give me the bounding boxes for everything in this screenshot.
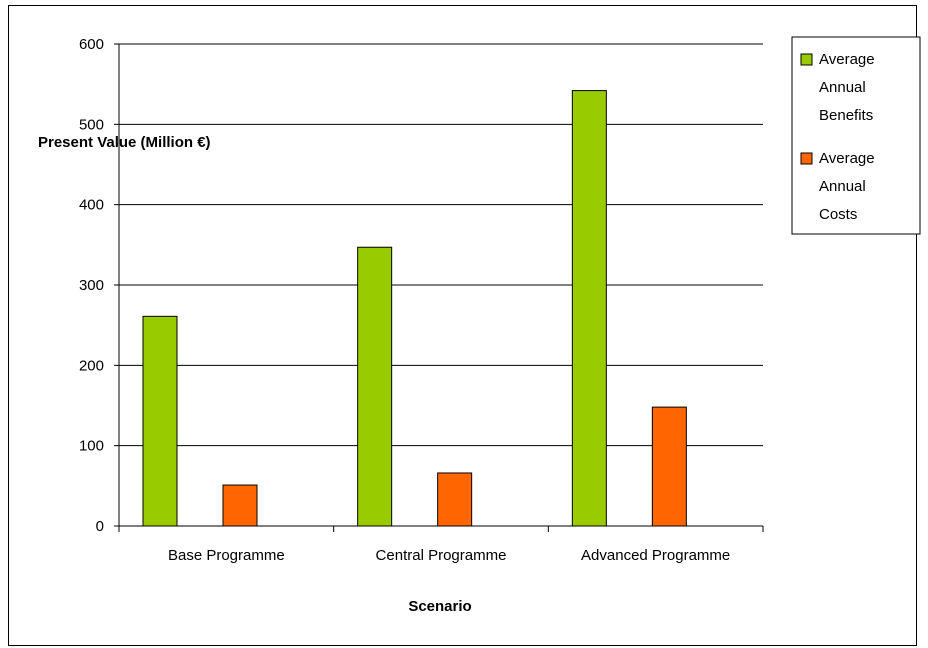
bars <box>142 90 687 527</box>
y-tick-label: 600 <box>79 36 104 53</box>
axes <box>114 43 764 532</box>
bar-benefits <box>571 90 607 527</box>
bar-benefits <box>142 315 178 527</box>
legend-label: Average Annual Costs <box>819 150 875 223</box>
legend-swatch <box>800 53 813 66</box>
legend-swatch <box>800 152 813 165</box>
y-tick-label: 400 <box>79 197 104 214</box>
bar-benefits <box>357 246 393 527</box>
bar-costs <box>222 484 258 527</box>
x-axis-title: Scenario <box>408 598 471 615</box>
y-tick-label: 100 <box>79 438 104 455</box>
legend: Average Annual Benefits Average Annual Costs <box>791 36 921 235</box>
y-tick-labels: 0 100 200 300 400 500 600 <box>79 36 104 535</box>
legend-label: Average Annual Benefits <box>819 51 875 124</box>
y-tick-label: 0 <box>96 518 104 535</box>
x-tick-label: Advanced Programme <box>581 547 730 564</box>
bar-costs <box>437 472 473 527</box>
x-tick-label: Central Programme <box>376 547 507 564</box>
y-axis-title: Present Value (Million €) <box>38 134 211 151</box>
y-tick-label: 500 <box>79 116 104 133</box>
legend-box <box>791 36 921 235</box>
y-tick-label: 200 <box>79 357 104 374</box>
x-tick-labels: Base Programme Central Programme Advanced … <box>168 547 730 564</box>
gridlines <box>119 43 763 447</box>
bar-costs <box>651 406 687 527</box>
x-tick-label: Base Programme <box>168 547 285 564</box>
y-tick-label: 300 <box>79 277 104 294</box>
